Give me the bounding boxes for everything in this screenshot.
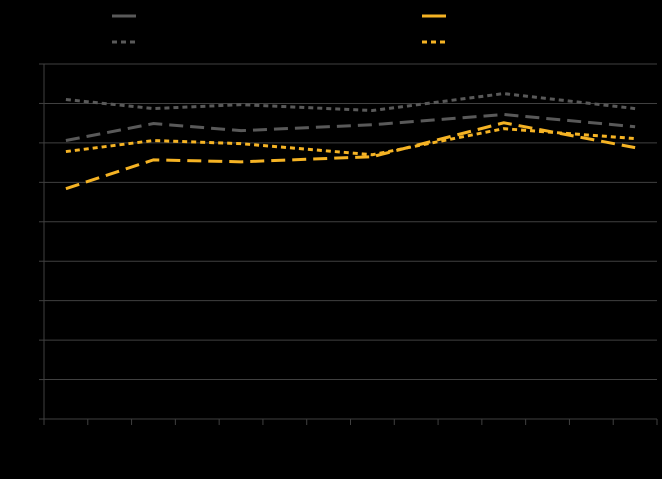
series-line	[65, 112, 636, 142]
series-line	[65, 127, 636, 157]
series-line	[65, 121, 636, 191]
series-line	[65, 92, 636, 113]
